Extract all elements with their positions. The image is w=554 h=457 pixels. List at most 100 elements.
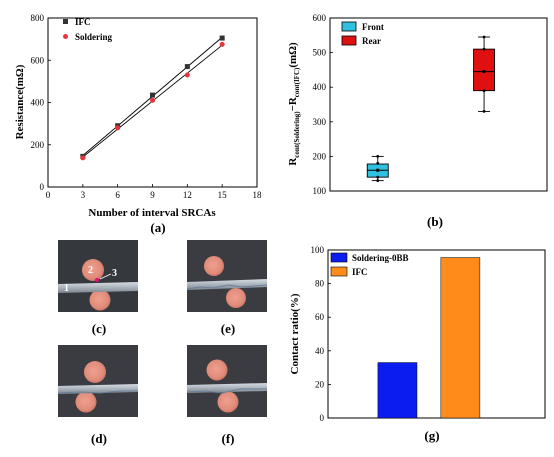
- data-point-rear: [482, 70, 486, 74]
- ytick-label-b: 500: [313, 48, 327, 58]
- photo-f-pad-bottom: [217, 391, 239, 413]
- legend-b-front-label: Front: [362, 22, 384, 32]
- axes-g: 0 20 40 60 80 100: [311, 245, 331, 423]
- ytick-label-g: 20: [315, 379, 325, 389]
- legend-g-ifc-swatch: [330, 266, 348, 277]
- photo-e-pad-bottom: [226, 288, 246, 308]
- point-ifc: [150, 92, 155, 98]
- photo-d: (d): [57, 345, 138, 446]
- xtick-label-a: 18: [253, 190, 263, 200]
- panel-label-d: (d): [91, 431, 107, 446]
- xtick-label-a: 9: [150, 190, 155, 200]
- legend-a-ifc-marker: [63, 19, 68, 24]
- ytick-label-b: 400: [313, 82, 327, 92]
- legend-a-soldering-marker: [63, 34, 68, 39]
- plot-frame-g: [327, 249, 546, 419]
- photo-c: 1 2 3 (c): [58, 240, 138, 336]
- ytick-label-b: 600: [313, 13, 327, 23]
- legend-b: Front Rear: [341, 21, 384, 46]
- panel-label-e: (e): [221, 321, 235, 336]
- photo-c-marker-3: 3: [112, 268, 117, 279]
- ytick-label-g: 0: [320, 413, 325, 423]
- data-point-front: [376, 168, 380, 172]
- photo-d-pad-bottom: [75, 391, 97, 413]
- point-soldering: [115, 125, 121, 131]
- panel-label-b: (b): [427, 214, 443, 229]
- box-rear: [473, 48, 496, 92]
- ytick-label-a: 0: [40, 182, 45, 192]
- panel-b: 100 200 300 400 500 600 Front Rear Rcont(Sold…: [287, 13, 548, 229]
- ytick-label-g: 60: [315, 312, 325, 322]
- photo-f-pad-top: [206, 359, 228, 381]
- data-point-rear: [482, 89, 486, 93]
- data-point-front: [376, 175, 380, 179]
- xtick-label-a: 3: [81, 190, 86, 200]
- legend-g-soldering-swatch: [330, 252, 348, 263]
- panel-label-a: (a): [150, 220, 165, 235]
- photo-f: (f): [186, 345, 267, 446]
- xtick-label-a: 12: [183, 190, 192, 200]
- ylabel-a: Resistance(mΩ): [14, 64, 26, 139]
- ytick-label-a: 400: [31, 98, 45, 108]
- data-point-rear: [482, 47, 486, 51]
- point-soldering: [219, 41, 225, 47]
- ytick-label-b: 300: [313, 117, 327, 127]
- data-point-rear: [482, 35, 486, 39]
- panel-a: 0 3 6 9 12 15 18 0 200 400 600 800 IFC Soldering Nu…: [14, 13, 262, 235]
- ylabel-b: Rcont(Soldering)−Rcont(IFC)(mΩ): [287, 42, 301, 166]
- ytick-label-g: 40: [315, 346, 325, 356]
- legend-a-soldering-label: Soldering: [75, 32, 113, 42]
- ytick-label-g: 100: [311, 245, 325, 255]
- plot-frame-b: [329, 17, 548, 192]
- legend-a: IFC Soldering: [63, 17, 113, 42]
- photo-c-marker-1: 1: [64, 283, 69, 294]
- boxes-b: [366, 35, 496, 183]
- photo-c-ribbon: [58, 282, 138, 293]
- photo-e: (e): [186, 240, 268, 336]
- ylabel-g: Contact ratio(%): [289, 293, 301, 374]
- ytick-label-b: 200: [313, 151, 327, 161]
- legend-g-ifc-label: IFC: [352, 267, 368, 277]
- legend-g: Soldering-0BB IFC: [330, 252, 409, 277]
- xtick-label-a: 15: [218, 190, 228, 200]
- point-soldering: [184, 72, 190, 78]
- legend-b-rear-swatch: [341, 35, 357, 46]
- legend-b-rear-label: Rear: [362, 36, 381, 46]
- panel-label-f: (f): [222, 431, 235, 446]
- point-soldering: [80, 155, 86, 161]
- photo-e-pad-top: [204, 256, 224, 276]
- xlabel-a: Number of interval SRCAs: [88, 207, 216, 219]
- legend-a-ifc-label: IFC: [75, 17, 91, 27]
- xtick-label-a: 6: [115, 190, 120, 200]
- photo-c-pad-top: [82, 259, 104, 281]
- bars-g: [377, 257, 481, 419]
- bar-soldering-0bb: [377, 362, 418, 419]
- ytick-label-g: 80: [315, 279, 325, 289]
- axes-b: 100 200 300 400 500 600: [313, 13, 333, 196]
- axes-a: 0 3 6 9 12 15 18 0 200 400 600 800: [31, 13, 263, 200]
- ytick-label-a: 800: [31, 13, 45, 23]
- ytick-label-b: 100: [313, 186, 327, 196]
- data-point-front: [376, 179, 380, 183]
- ytick-label-a: 600: [31, 55, 45, 65]
- data-point-front: [376, 155, 380, 158]
- legend-g-soldering-label: Soldering-0BB: [352, 253, 409, 263]
- series-points-a: [80, 35, 225, 161]
- point-ifc: [184, 64, 190, 70]
- data-point-rear: [482, 110, 486, 113]
- panel-label-c: (c): [92, 321, 106, 336]
- panel-g: 0 20 40 60 80 100 Soldering-0BB IFC Contact r…: [289, 245, 546, 443]
- bar-ifc: [440, 257, 481, 419]
- panel-label-g: (g): [424, 428, 439, 443]
- data-point-front: [376, 161, 380, 165]
- photo-d-pad-top: [84, 361, 106, 383]
- point-soldering: [150, 97, 155, 103]
- photo-f-ribbon: [187, 383, 267, 393]
- ytick-label-a: 200: [31, 140, 45, 150]
- photo-c-pad-bottom: [89, 289, 111, 311]
- point-ifc: [219, 35, 225, 41]
- photo-c-marker-2: 2: [88, 265, 93, 276]
- xtick-label-a: 0: [46, 190, 51, 200]
- legend-b-front-swatch: [341, 21, 357, 32]
